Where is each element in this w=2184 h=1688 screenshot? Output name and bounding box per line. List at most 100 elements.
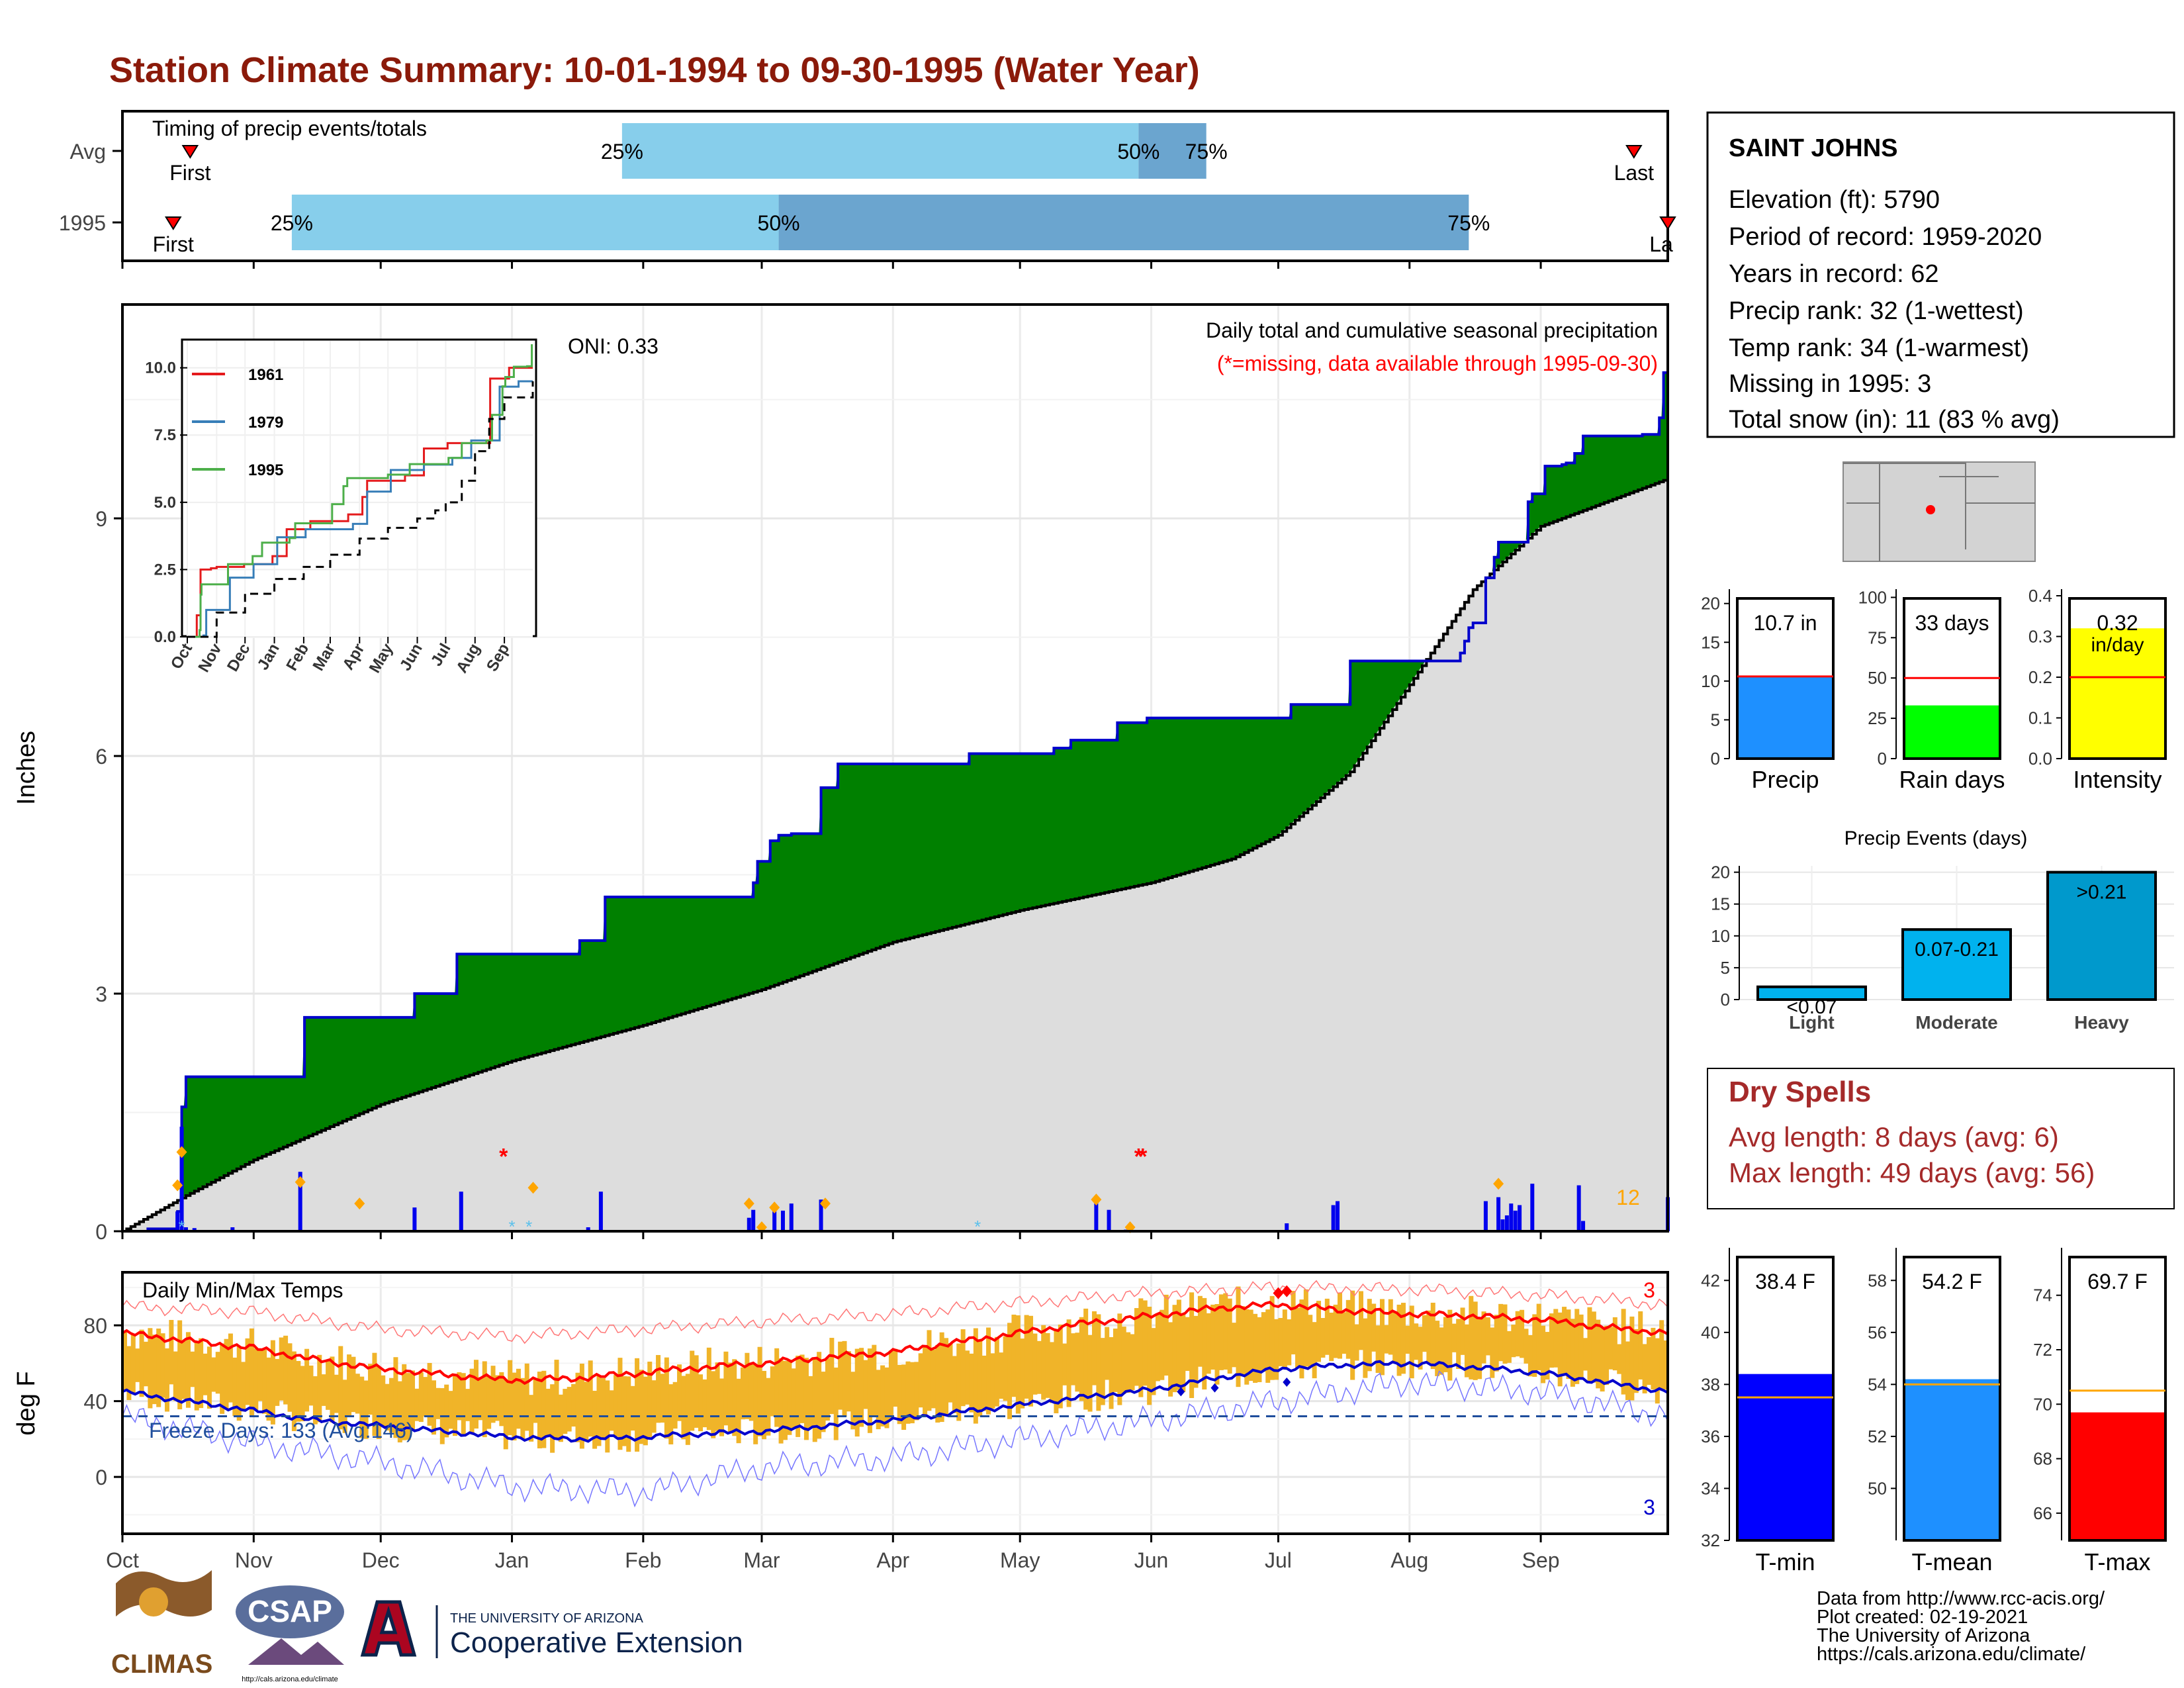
- daily-temp-bar: [1557, 1312, 1563, 1387]
- daily-temp-bar: [944, 1338, 949, 1417]
- summary-bar-y-tick-label: 72: [2033, 1340, 2052, 1360]
- timing-first-marker: [164, 216, 182, 230]
- summary-bar-value-label: 54.2 F: [1922, 1270, 1982, 1293]
- daily-temp-bar: [1163, 1294, 1169, 1376]
- summary-bar-y-tick-label: 5: [1711, 710, 1720, 729]
- daily-temp-bar: [1485, 1317, 1490, 1356]
- summary-bar-xlabel: Rain days: [1899, 766, 2005, 793]
- climas-wordmark: CLIMAS: [111, 1650, 212, 1679]
- daily-temp-bar: [1333, 1304, 1338, 1358]
- precip-daily-bar: [459, 1192, 463, 1231]
- daily-temp-bar: [215, 1352, 220, 1394]
- locator-map-bg: [1843, 461, 2036, 562]
- daily-temp-bar: [850, 1372, 856, 1430]
- daily-temp-bar: [1087, 1335, 1093, 1412]
- summary-bar-y-tick-label: 25: [1868, 708, 1887, 728]
- daily-temp-bar: [927, 1330, 932, 1411]
- daily-temp-bar: [211, 1357, 216, 1392]
- ua-small-text: THE UNIVERSITY OF ARIZONA: [450, 1611, 644, 1626]
- daily-temp-bar: [452, 1376, 457, 1436]
- daily-temp-bar: [1011, 1314, 1017, 1397]
- month-label: Mar: [743, 1548, 780, 1572]
- daily-temp-bar: [1024, 1315, 1029, 1399]
- precip-daily-bar: [175, 1211, 180, 1231]
- precip-daily-bar: [780, 1210, 785, 1231]
- oni-annotation: ONI: 0.33: [568, 334, 659, 358]
- daily-temp-bar: [1494, 1315, 1499, 1372]
- daily-temp-bar: [1379, 1299, 1385, 1376]
- daily-temp-bar: [668, 1384, 674, 1444]
- daily-temp-bar: [435, 1387, 441, 1419]
- daily-temp-bar: [833, 1367, 839, 1440]
- month-label: Nov: [235, 1548, 273, 1572]
- daily-temp-bar: [194, 1341, 199, 1411]
- events-bar-label: 0.07-0.21: [1915, 939, 1999, 961]
- daily-temp-bar: [1176, 1299, 1181, 1390]
- daily-temp-bar: [199, 1338, 204, 1409]
- daily-temp-bar: [939, 1332, 944, 1423]
- daily-temp-bar: [1625, 1341, 1631, 1400]
- summary-bar-value: [1904, 705, 2000, 759]
- snow-marker: [769, 1201, 780, 1214]
- snow-marker: [354, 1197, 365, 1210]
- month-label: Jul: [1265, 1548, 1292, 1572]
- daily-temp-bar: [872, 1344, 877, 1416]
- daily-temp-bar: [1345, 1299, 1351, 1359]
- events-y-tick-label: 0: [1721, 990, 1730, 1009]
- daily-temp-bar: [1054, 1330, 1059, 1414]
- daily-temp-bar: [1473, 1301, 1478, 1380]
- daily-temp-bar: [432, 1380, 436, 1435]
- inset-series-line: [187, 380, 533, 638]
- timing-row-label: 1995: [59, 211, 106, 235]
- daily-temp-bar: [143, 1341, 148, 1387]
- daily-temp-bar: [1070, 1333, 1075, 1385]
- snow-marker: [1091, 1194, 1102, 1206]
- timing-row-label: Avg: [69, 140, 106, 164]
- precip-daily-bar: [598, 1192, 603, 1231]
- daily-temp-bar: [1236, 1286, 1241, 1387]
- daily-temp-bar: [575, 1372, 580, 1442]
- daily-temp-bar: [1481, 1311, 1486, 1364]
- timing-rows: Avg 25% 50% 75% First Last 1995 25% 50% 75% First L…: [59, 123, 1676, 269]
- daily-temp-bar: [702, 1379, 707, 1428]
- inset-y-tick-label: 2.5: [154, 561, 176, 579]
- precip-daily-bar: [747, 1217, 751, 1231]
- daily-temp-bar: [1409, 1305, 1414, 1379]
- daily-temp-bar: [296, 1360, 301, 1422]
- missing-marker: *: [1134, 1144, 1144, 1169]
- precip-daily-bar: [789, 1203, 794, 1231]
- daily-temp-bar: [1185, 1317, 1190, 1371]
- daily-temp-bar: [1015, 1315, 1021, 1414]
- daily-temp-bar: [1091, 1311, 1097, 1385]
- daily-temp-bar: [821, 1372, 826, 1432]
- temp-y-tick-label: 40: [83, 1390, 107, 1414]
- daily-temp-bar: [1312, 1322, 1317, 1379]
- trace-marker: *: [974, 1217, 981, 1237]
- footer-credits: Data from http://www.rcc-acis.org/ Plot …: [1817, 1588, 2105, 1665]
- daily-temp-bar: [617, 1358, 623, 1450]
- summary-bar-y-tick-label: 70: [2033, 1394, 2052, 1414]
- precip-average-area: [122, 479, 1668, 1232]
- precip-daily-bar: [183, 1227, 188, 1231]
- daily-temp-bar: [567, 1387, 572, 1432]
- daily-temp-bar: [122, 1331, 127, 1390]
- daily-temp-bar: [563, 1389, 568, 1434]
- daily-temp-bar: [990, 1353, 995, 1409]
- daily-temp-bar: [270, 1340, 275, 1425]
- summary-bar-frame: [2068, 1256, 2167, 1542]
- daily-temp-bar: [203, 1353, 208, 1395]
- precip-daily-bar: [412, 1207, 417, 1231]
- missing-marker: *: [1138, 1144, 1148, 1169]
- daily-temp-bar: [1638, 1311, 1643, 1380]
- precip-daily-bar: [1530, 1184, 1535, 1231]
- daily-temp-bar: [1392, 1312, 1398, 1363]
- temp-chart-title: Daily Min/Max Temps: [142, 1278, 343, 1302]
- daily-temp-bar: [508, 1360, 513, 1435]
- daily-temp-bar: [347, 1354, 352, 1417]
- daily-temp-bar: [1058, 1325, 1063, 1409]
- daily-temp-bar: [884, 1367, 889, 1429]
- daily-temp-bar: [169, 1319, 174, 1385]
- daily-temp-bar: [338, 1346, 343, 1430]
